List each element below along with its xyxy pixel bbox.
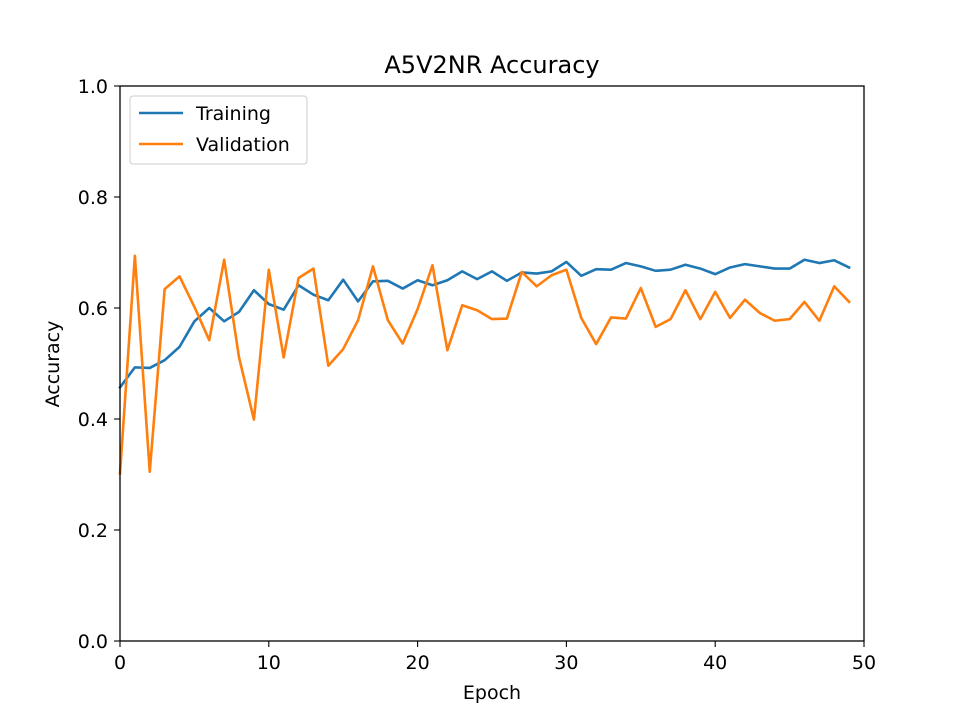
series-line-validation: [118, 254, 851, 475]
y-tick-label: 0.4: [78, 409, 108, 431]
legend-label-training: Training: [195, 103, 271, 125]
y-tick-label: 0.8: [78, 187, 108, 209]
series-layer: [118, 254, 851, 475]
x-tick-label: 10: [257, 652, 281, 674]
x-axis-label: Epoch: [463, 682, 521, 704]
chart-title: A5V2NR Accuracy: [384, 51, 599, 79]
x-tick-label: 30: [554, 652, 578, 674]
y-axis-ticks: 0.0 0.2 0.4 0.6 0.8 1.0: [78, 76, 120, 653]
legend: Training Validation: [129, 95, 308, 165]
x-axis-ticks: 0 10 20 30 40 50: [114, 641, 876, 674]
y-tick-label: 0.2: [78, 520, 108, 542]
x-tick-label: 0: [114, 652, 126, 674]
x-tick-label: 50: [852, 652, 876, 674]
y-tick-label: 0.6: [78, 298, 108, 320]
series-line-training: [118, 258, 851, 390]
y-axis-label: Accuracy: [42, 321, 64, 408]
x-tick-label: 40: [703, 652, 727, 674]
y-tick-label: 0.0: [78, 631, 108, 653]
y-tick-label: 1.0: [78, 76, 108, 98]
x-tick-label: 20: [406, 652, 430, 674]
plot-area-frame: [119, 85, 865, 642]
legend-label-validation: Validation: [196, 134, 290, 156]
